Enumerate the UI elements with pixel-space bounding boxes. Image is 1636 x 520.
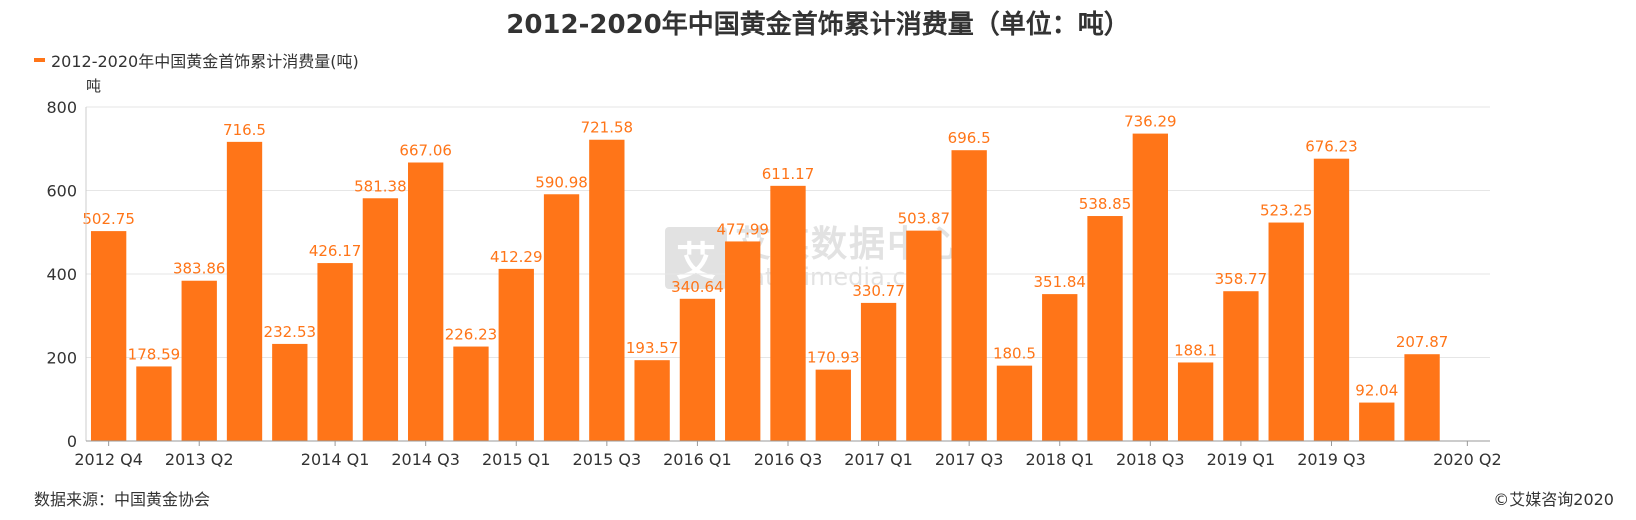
bar[interactable] — [951, 150, 987, 441]
bar-value-label: 188.1 — [1174, 341, 1217, 359]
bar[interactable] — [543, 194, 580, 441]
bar[interactable] — [770, 185, 806, 441]
legend[interactable]: 2012-2020年中国黄金首饰累计消费量(吨) — [34, 48, 359, 72]
bar[interactable] — [1313, 158, 1350, 441]
bar[interactable] — [453, 346, 489, 441]
bar-value-label: 232.53 — [264, 323, 317, 341]
x-tick-label: 2020 Q2 — [1433, 450, 1502, 469]
bar-value-label: 383.86 — [173, 260, 226, 278]
y-tick-label: 0 — [67, 432, 77, 451]
bar-value-label: 523.25 — [1260, 202, 1313, 220]
bar[interactable] — [362, 198, 399, 441]
bar-value-label: 538.85 — [1079, 195, 1132, 213]
bar[interactable] — [498, 268, 534, 441]
bar-value-label: 207.87 — [1396, 333, 1449, 351]
bar-value-label: 193.57 — [626, 339, 679, 357]
bar-value-label: 178.59 — [128, 345, 181, 363]
bar[interactable] — [679, 298, 716, 441]
copyright-note: ©艾媒咨询2020 — [1493, 490, 1614, 509]
bar-value-label: 676.23 — [1305, 138, 1358, 156]
bar-value-label: 426.17 — [309, 242, 362, 260]
x-tick-label: 2014 Q3 — [391, 450, 460, 469]
bar-value-label: 503.87 — [898, 210, 951, 228]
watermark-domain: data.iimedia.cn — [735, 263, 921, 291]
bar[interactable] — [136, 366, 172, 441]
x-tick-label: 2018 Q1 — [1025, 450, 1094, 469]
bar-value-label: 736.29 — [1124, 113, 1177, 131]
x-tick-label: 2018 Q3 — [1116, 450, 1185, 469]
bar[interactable] — [1087, 216, 1123, 441]
bar[interactable] — [181, 280, 217, 441]
bar[interactable] — [1223, 291, 1259, 441]
bar[interactable] — [226, 141, 263, 441]
bar-value-label: 170.93 — [807, 349, 860, 367]
bar-value-label: 667.06 — [399, 142, 452, 160]
bar[interactable] — [317, 263, 353, 441]
bar-value-label: 590.98 — [535, 173, 588, 191]
x-tick-label: 2016 Q3 — [754, 450, 823, 469]
bar[interactable] — [272, 343, 308, 441]
bar-value-label: 721.58 — [581, 119, 634, 137]
y-tick-label: 200 — [46, 349, 77, 368]
bar[interactable] — [1359, 402, 1395, 441]
bar-value-label: 330.77 — [852, 282, 905, 300]
x-tick-label: 2014 Q1 — [301, 450, 370, 469]
bar[interactable] — [860, 302, 897, 441]
bar[interactable] — [1268, 222, 1304, 441]
x-tick-label: 2016 Q1 — [663, 450, 732, 469]
bar-value-label: 611.17 — [762, 165, 815, 183]
bar[interactable] — [408, 162, 444, 442]
source-note: 数据来源：中国黄金协会 — [34, 490, 211, 509]
x-tick-label: 2019 Q3 — [1297, 450, 1366, 469]
bar[interactable] — [90, 231, 127, 441]
bar-value-label: 358.77 — [1215, 270, 1268, 288]
bar[interactable] — [1404, 354, 1440, 441]
bar-value-label: 226.23 — [445, 326, 498, 344]
y-tick-label: 600 — [46, 182, 77, 201]
bar[interactable] — [815, 369, 851, 441]
bar[interactable] — [589, 139, 625, 441]
x-tick-label: 2019 Q1 — [1207, 450, 1276, 469]
y-axis-label: 吨 — [86, 77, 101, 95]
bar[interactable] — [1177, 362, 1214, 441]
bar-value-label: 716.5 — [223, 121, 266, 139]
chart-title: 2012-2020年中国黄金首饰累计消费量（单位：吨） — [506, 10, 1130, 40]
bar-value-label: 696.5 — [948, 129, 991, 147]
bar-value-label: 340.64 — [671, 278, 724, 296]
y-tick-label: 400 — [46, 265, 77, 284]
legend-swatch — [34, 58, 45, 62]
watermark-logo: 艾 — [665, 227, 727, 289]
bar-value-label: 412.29 — [490, 248, 543, 266]
bar-value-label: 92.04 — [1355, 382, 1398, 400]
x-tick-label: 2012 Q4 — [74, 450, 143, 469]
x-tick-label: 2017 Q1 — [844, 450, 913, 469]
x-tick-label: 2017 Q3 — [935, 450, 1004, 469]
bar[interactable] — [725, 241, 761, 441]
x-tick-label: 2015 Q3 — [573, 450, 642, 469]
bar[interactable] — [634, 360, 670, 441]
y-tick-label: 800 — [46, 98, 77, 117]
bar[interactable] — [1132, 133, 1168, 441]
bar-value-label: 477.99 — [716, 220, 769, 238]
bar-value-label: 502.75 — [82, 210, 135, 228]
bar[interactable] — [906, 230, 942, 441]
bar[interactable] — [996, 365, 1033, 441]
x-tick-label: 2015 Q1 — [482, 450, 551, 469]
bar-value-label: 180.5 — [993, 345, 1036, 363]
x-tick-label: 2013 Q2 — [165, 450, 234, 469]
bar[interactable] — [1042, 294, 1078, 441]
bar-value-label: 351.84 — [1033, 273, 1086, 291]
legend-label: 2012-2020年中国黄金首饰累计消费量(吨) — [51, 52, 359, 71]
bar-value-label: 581.38 — [354, 177, 407, 195]
